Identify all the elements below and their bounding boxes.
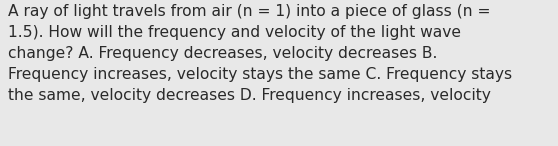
Text: A ray of light travels from air (n = 1) into a piece of glass (n =
1.5). How wil: A ray of light travels from air (n = 1) … [8,4,512,103]
